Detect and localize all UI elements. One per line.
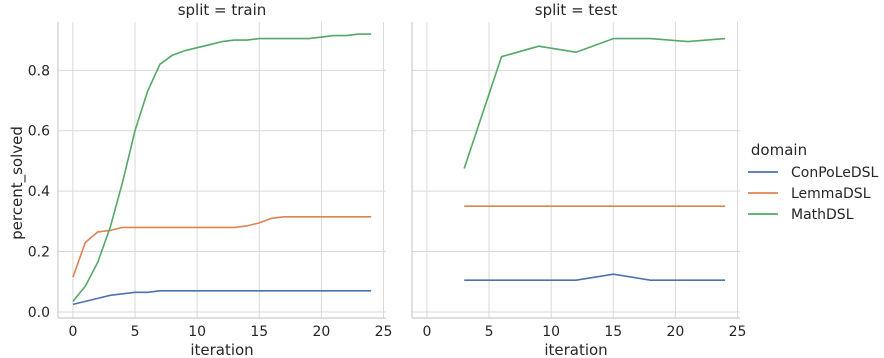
x-tick-label: 15	[604, 324, 622, 340]
legend-label: MathDSL	[791, 207, 854, 223]
series-line-MathDSL	[463, 37, 726, 169]
x-axis-label: iteration	[190, 341, 253, 358]
x-tick-label: 5	[485, 324, 494, 340]
y-axis-label: percent_solved	[8, 126, 27, 240]
x-tick-label: 0	[68, 324, 77, 340]
x-tick-label: 25	[375, 324, 393, 340]
legend-label: LemmaDSL	[791, 186, 871, 202]
series-line-ConPoLeDSL	[464, 273, 726, 282]
x-tick-label: 25	[729, 324, 747, 340]
y-tick-label: 0.2	[28, 245, 50, 261]
panel-title: split = test	[535, 1, 618, 19]
legend-title: domain	[751, 141, 807, 159]
y-tick-label: 0.6	[28, 124, 50, 140]
legend-label: ConPoLeDSL	[791, 165, 879, 181]
x-tick-label: 5	[131, 324, 140, 340]
panel-test: 0 5 10 15 20 25 split = test iteration	[411, 1, 747, 358]
series-line-ConPoLeDSL	[72, 289, 372, 306]
panel-train: 0 5 10 15 20 25 0.0 0.2 0.4 0.6 0.8 split = train it…	[28, 1, 393, 358]
x-tick-label: 20	[312, 324, 330, 340]
x-tick-label: 20	[666, 324, 684, 340]
x-tick-label: 15	[250, 324, 268, 340]
panel-title: split = train	[178, 1, 267, 19]
x-tick-label: 10	[188, 324, 206, 340]
x-axis-label: iteration	[544, 341, 607, 358]
legend: domain ConPoLeDSL LemmaDSL MathDSL	[748, 141, 879, 223]
y-tick-label: 0.8	[28, 63, 50, 79]
y-tick-label: 0.0	[28, 305, 50, 321]
x-tick-label: 10	[542, 324, 560, 340]
y-tick-label: 0.4	[28, 184, 50, 200]
series-line-MathDSL	[72, 33, 372, 302]
series-line-LemmaDSL	[72, 216, 372, 278]
x-tick-label: 0	[422, 324, 431, 340]
